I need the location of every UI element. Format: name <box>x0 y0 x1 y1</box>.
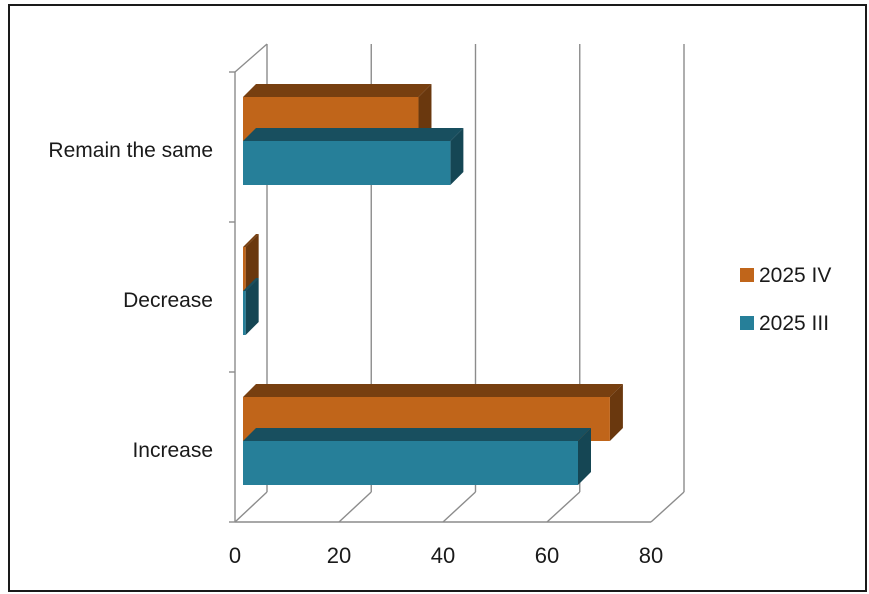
bar-side-face <box>245 234 259 291</box>
bar-top-face <box>243 128 464 141</box>
legend-label: 2025 III <box>759 312 829 335</box>
bar <box>243 128 464 185</box>
bars <box>243 84 623 485</box>
category-label: Decrease <box>123 289 213 312</box>
bar <box>243 278 259 335</box>
bar-side-face <box>245 278 259 335</box>
x-tick-label: 60 <box>535 543 559 568</box>
bar-top-face <box>243 428 591 441</box>
bar-side-face <box>578 428 591 485</box>
floor-gridline <box>650 491 685 523</box>
bar <box>243 428 591 485</box>
bar-top-face <box>243 234 259 247</box>
bar-top-face <box>243 278 259 291</box>
x-tick-label: 80 <box>639 543 663 568</box>
x-tick-label: 0 <box>229 543 241 568</box>
bar-side-face <box>418 84 432 141</box>
bar-side-face <box>609 384 623 441</box>
y-axis-top <box>234 43 268 73</box>
bar-front-face <box>243 141 451 185</box>
floor-gridline <box>442 491 476 523</box>
bar <box>243 234 259 291</box>
bar-top-face <box>243 384 623 397</box>
legend: 2025 IV 2025 III <box>740 264 831 335</box>
floor-gridline <box>338 491 372 523</box>
floor-gridline <box>234 491 268 523</box>
x-tick-label: 20 <box>327 543 351 568</box>
bar-front-face <box>243 247 246 291</box>
labels: 0 20 40 60 80 Increase Decrease Remain the same <box>48 139 663 568</box>
x-tick-label: 40 <box>431 543 455 568</box>
bar-top-face <box>243 84 432 97</box>
axes <box>229 43 651 523</box>
category-label: Remain the same <box>48 139 213 162</box>
bar-front-face <box>243 441 578 485</box>
bar-front-face <box>243 291 246 335</box>
legend-swatch <box>740 268 754 282</box>
legend-label: 2025 IV <box>759 264 831 287</box>
floor-gridline <box>546 491 581 523</box>
category-label: Increase <box>132 439 213 462</box>
chart-frame <box>8 4 867 592</box>
bar-side-face <box>450 128 464 185</box>
legend-swatch <box>740 316 754 330</box>
